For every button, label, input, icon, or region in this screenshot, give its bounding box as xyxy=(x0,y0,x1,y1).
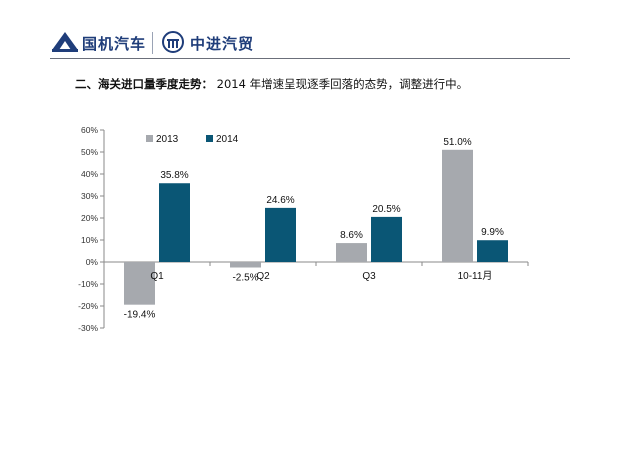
data-label: 8.6% xyxy=(340,230,363,241)
data-label: 35.8% xyxy=(160,170,188,181)
header-divider xyxy=(152,32,153,54)
data-label: 20.5% xyxy=(372,204,400,215)
data-label: 51.0% xyxy=(443,137,471,148)
legend-swatch-2013 xyxy=(146,135,153,142)
header: 国机汽车 中进汽贸 xyxy=(0,0,620,62)
subtitle-text: 2014 年增速呈现逐季回落的态势，调整进行中。 xyxy=(213,77,469,91)
y-tick-label: 30% xyxy=(81,191,98,201)
y-tick-label: -10% xyxy=(78,279,98,289)
data-label: -2.5% xyxy=(232,273,258,284)
category-label: Q2 xyxy=(256,271,270,282)
y-tick-label: 40% xyxy=(81,169,98,179)
circle-gate-logo-icon xyxy=(162,31,184,53)
category-label: 10-11月 xyxy=(458,270,493,282)
subtitle-prefix: 二、海关进口量季度走势： xyxy=(75,77,213,91)
category-label: Q1 xyxy=(150,271,164,282)
y-tick-label: -30% xyxy=(78,323,98,333)
brand-name-secondary: 中进汽贸 xyxy=(190,35,255,53)
legend-swatch-2014 xyxy=(206,135,213,142)
bar-2013-2 xyxy=(336,243,367,262)
y-tick-label: 60% xyxy=(81,125,98,135)
data-label: -19.4% xyxy=(124,310,156,321)
bar-2013-0 xyxy=(124,262,155,305)
y-tick-label: 0% xyxy=(86,257,99,267)
y-tick-label: 20% xyxy=(81,213,98,223)
bar-2014-0 xyxy=(159,183,190,262)
section-subtitle: 二、海关进口量季度走势： 2014 年增速呈现逐季回落的态势，调整进行中。 xyxy=(75,76,468,92)
data-label: 9.9% xyxy=(481,227,504,238)
bar-2014-2 xyxy=(371,216,402,262)
y-tick-label: 50% xyxy=(81,147,98,157)
bar-2013-1 xyxy=(230,262,261,268)
mountain-logo-icon xyxy=(52,32,78,52)
bar-2014-3 xyxy=(477,240,508,262)
brand-name-primary: 国机汽车 xyxy=(82,35,147,53)
y-tick-label: -20% xyxy=(78,301,98,311)
category-label: Q3 xyxy=(362,271,376,282)
header-rule xyxy=(50,58,570,59)
y-tick-label: 10% xyxy=(81,235,98,245)
data-label: 24.6% xyxy=(266,195,294,206)
legend-label: 2014 xyxy=(216,134,239,145)
legend-label: 2013 xyxy=(156,134,179,145)
bar-2014-1 xyxy=(265,207,296,262)
bar-2013-3 xyxy=(442,149,473,262)
